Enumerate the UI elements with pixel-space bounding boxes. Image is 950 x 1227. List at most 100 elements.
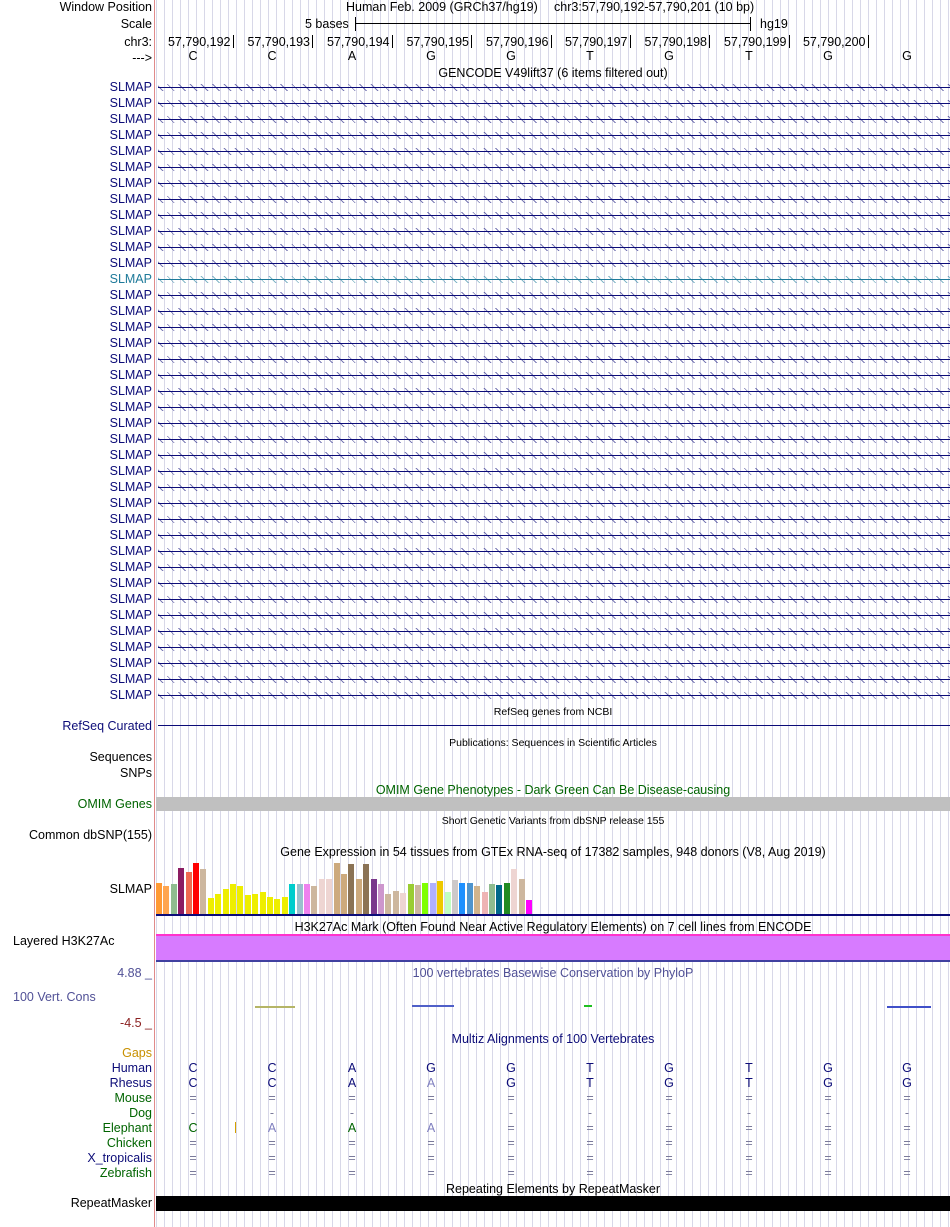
gencode-gene-label[interactable]: SLMAP	[109, 672, 152, 686]
gencode-gene-label[interactable]: SLMAP	[109, 448, 152, 462]
species-label-rhesus[interactable]: Rhesus	[109, 1076, 152, 1090]
gtex-tissue-bar[interactable]	[466, 883, 473, 915]
gtex-tissue-bar[interactable]	[496, 885, 503, 915]
gtex-tissue-bar[interactable]	[474, 886, 481, 915]
gencode-gene-label[interactable]: SLMAP	[109, 496, 152, 510]
gencode-gene-label[interactable]: SLMAP	[109, 384, 152, 398]
gencode-gene-label[interactable]: SLMAP	[109, 256, 152, 270]
species-label-dog[interactable]: Dog	[129, 1106, 152, 1120]
gtex-tissue-bar[interactable]	[200, 869, 207, 915]
gencode-gene-label[interactable]: SLMAP	[109, 560, 152, 574]
gtex-tissue-bar[interactable]	[518, 879, 525, 915]
repeatmasker-element[interactable]	[156, 1196, 950, 1211]
h3k27ac-signal[interactable]	[156, 934, 950, 962]
gencode-gene-label[interactable]: SLMAP	[109, 432, 152, 446]
gencode-gene-label[interactable]: SLMAP	[109, 272, 152, 286]
gtex-tissue-bar[interactable]	[156, 883, 162, 915]
gtex-tissue-bar[interactable]	[193, 863, 199, 915]
gtex-tissue-bar[interactable]	[185, 872, 192, 915]
gencode-gene-label[interactable]: SLMAP	[109, 512, 152, 526]
gencode-gene-label[interactable]: SLMAP	[109, 352, 152, 366]
gencode-gene-label[interactable]: SLMAP	[109, 208, 152, 222]
gencode-gene-label[interactable]: SLMAP	[109, 624, 152, 638]
gtex-tissue-bar[interactable]	[311, 886, 318, 915]
gencode-gene-label[interactable]: SLMAP	[109, 224, 152, 238]
gtex-tissue-bar[interactable]	[296, 884, 303, 915]
gtex-tissue-bar[interactable]	[348, 864, 355, 915]
gtex-tissue-bar[interactable]	[304, 884, 310, 915]
gtex-tissue-bar[interactable]	[407, 884, 414, 915]
gtex-tissue-bar[interactable]	[289, 884, 296, 915]
omim-label[interactable]: OMIM Genes	[77, 797, 152, 811]
gtex-tissue-bar[interactable]	[281, 897, 288, 915]
species-label-human[interactable]: Human	[111, 1061, 152, 1075]
gtex-tissue-bar[interactable]	[459, 883, 466, 915]
gtex-tissue-bar[interactable]	[267, 897, 273, 915]
species-label-x_tropicalis[interactable]: X_tropicalis	[87, 1151, 152, 1165]
gtex-tissue-bar[interactable]	[230, 884, 236, 915]
gtex-tissue-bar[interactable]	[363, 864, 370, 915]
gencode-gene-label[interactable]: SLMAP	[109, 128, 152, 142]
gtex-tissue-bar[interactable]	[237, 886, 244, 915]
gencode-gene-label[interactable]: SLMAP	[109, 656, 152, 670]
omim-bar[interactable]	[156, 797, 950, 811]
gencode-gene-label[interactable]: SLMAP	[109, 592, 152, 606]
gtex-tissue-bar[interactable]	[415, 885, 421, 915]
gtex-tissue-bar[interactable]	[341, 874, 347, 915]
gtex-tissue-bar[interactable]	[355, 879, 362, 915]
gtex-tissue-bar[interactable]	[452, 880, 458, 915]
gtex-tissue-bar[interactable]	[207, 898, 214, 915]
gencode-gene-label[interactable]: SLMAP	[109, 640, 152, 654]
species-label-elephant[interactable]: Elephant	[102, 1121, 152, 1135]
gtex-tissue-bar[interactable]	[318, 879, 325, 915]
gtex-tissue-bar[interactable]	[489, 884, 495, 915]
gtex-tissue-bar[interactable]	[274, 899, 281, 915]
gtex-tissue-bar[interactable]	[385, 894, 392, 915]
gtex-tissue-bar[interactable]	[429, 883, 436, 915]
gencode-gene-label[interactable]: SLMAP	[109, 112, 152, 126]
gencode-gene-label[interactable]: SLMAP	[109, 544, 152, 558]
gtex-tissue-bar[interactable]	[370, 879, 377, 915]
track-image-panel[interactable]: Human Feb. 2009 (GRCh37/hg19) chr3:57,79…	[156, 0, 950, 1227]
gtex-bar-chart[interactable]	[156, 860, 950, 915]
species-label-zebrafish[interactable]: Zebrafish	[99, 1166, 152, 1180]
snps-label[interactable]: SNPs	[120, 766, 152, 780]
gtex-tissue-bar[interactable]	[392, 891, 399, 915]
refseq-label[interactable]: RefSeq Curated	[62, 719, 152, 733]
gtex-tissue-bar[interactable]	[400, 893, 407, 915]
gtex-tissue-bar[interactable]	[244, 895, 251, 915]
gencode-gene-label[interactable]: SLMAP	[109, 288, 152, 302]
gtex-tissue-bar[interactable]	[437, 881, 444, 915]
gtex-tissue-bar[interactable]	[259, 892, 266, 915]
gencode-gene-label[interactable]: SLMAP	[109, 608, 152, 622]
gencode-gene-label[interactable]: SLMAP	[109, 416, 152, 430]
phylop-label[interactable]: 100 Vert. Cons	[13, 990, 96, 1004]
gencode-gene-label[interactable]: SLMAP	[109, 96, 152, 110]
gtex-tissue-bar[interactable]	[178, 868, 185, 915]
gtex-tissue-bar[interactable]	[252, 894, 259, 915]
refseq-transcript[interactable]	[158, 725, 950, 726]
gencode-gene-label[interactable]: SLMAP	[109, 240, 152, 254]
gencode-gene-label[interactable]: SLMAP	[109, 80, 152, 94]
gtex-tissue-bar[interactable]	[222, 889, 229, 915]
gtex-tissue-bar[interactable]	[170, 884, 177, 915]
gencode-gene-label[interactable]: SLMAP	[109, 464, 152, 478]
gencode-gene-label[interactable]: SLMAP	[109, 336, 152, 350]
gencode-gene-label[interactable]: SLMAP	[109, 176, 152, 190]
gencode-gene-label[interactable]: SLMAP	[109, 528, 152, 542]
gtex-tissue-bar[interactable]	[333, 863, 340, 915]
gencode-gene-label[interactable]: SLMAP	[109, 320, 152, 334]
gencode-gene-label[interactable]: SLMAP	[109, 160, 152, 174]
dbsnp-label[interactable]: Common dbSNP(155)	[29, 828, 152, 842]
gencode-gene-label[interactable]: SLMAP	[109, 304, 152, 318]
repeatmasker-label[interactable]: RepeatMasker	[70, 1196, 152, 1210]
gtex-tissue-bar[interactable]	[481, 892, 488, 915]
gtex-tissue-bar[interactable]	[422, 883, 429, 915]
h3k27ac-label[interactable]: Layered H3K27Ac	[13, 934, 115, 948]
sequences-label[interactable]: Sequences	[89, 750, 152, 764]
gtex-tissue-bar[interactable]	[163, 886, 170, 915]
species-label-chicken[interactable]: Chicken	[106, 1136, 152, 1150]
gencode-gene-label[interactable]: SLMAP	[109, 480, 152, 494]
gencode-gene-label[interactable]: SLMAP	[109, 144, 152, 158]
gtex-tissue-bar[interactable]	[503, 883, 510, 915]
